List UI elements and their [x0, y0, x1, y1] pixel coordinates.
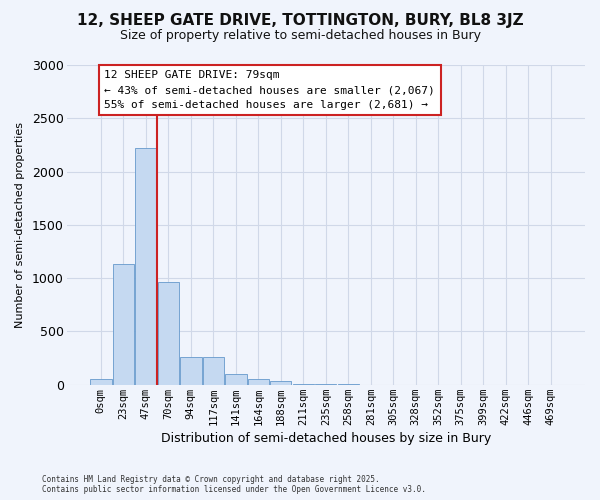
Bar — [180, 356, 202, 385]
Bar — [315, 384, 337, 385]
Text: Contains HM Land Registry data © Crown copyright and database right 2025.
Contai: Contains HM Land Registry data © Crown c… — [42, 474, 426, 494]
Bar — [135, 148, 157, 385]
Text: 12 SHEEP GATE DRIVE: 79sqm
← 43% of semi-detached houses are smaller (2,067)
55%: 12 SHEEP GATE DRIVE: 79sqm ← 43% of semi… — [104, 70, 435, 110]
Bar — [225, 374, 247, 385]
X-axis label: Distribution of semi-detached houses by size in Bury: Distribution of semi-detached houses by … — [161, 432, 491, 445]
Bar — [203, 356, 224, 385]
Bar — [158, 282, 179, 385]
Bar — [90, 379, 112, 385]
Y-axis label: Number of semi-detached properties: Number of semi-detached properties — [15, 122, 25, 328]
Bar — [248, 379, 269, 385]
Bar — [293, 384, 314, 385]
Text: 12, SHEEP GATE DRIVE, TOTTINGTON, BURY, BL8 3JZ: 12, SHEEP GATE DRIVE, TOTTINGTON, BURY, … — [77, 12, 523, 28]
Bar — [113, 264, 134, 385]
Bar — [270, 381, 292, 385]
Text: Size of property relative to semi-detached houses in Bury: Size of property relative to semi-detach… — [119, 29, 481, 42]
